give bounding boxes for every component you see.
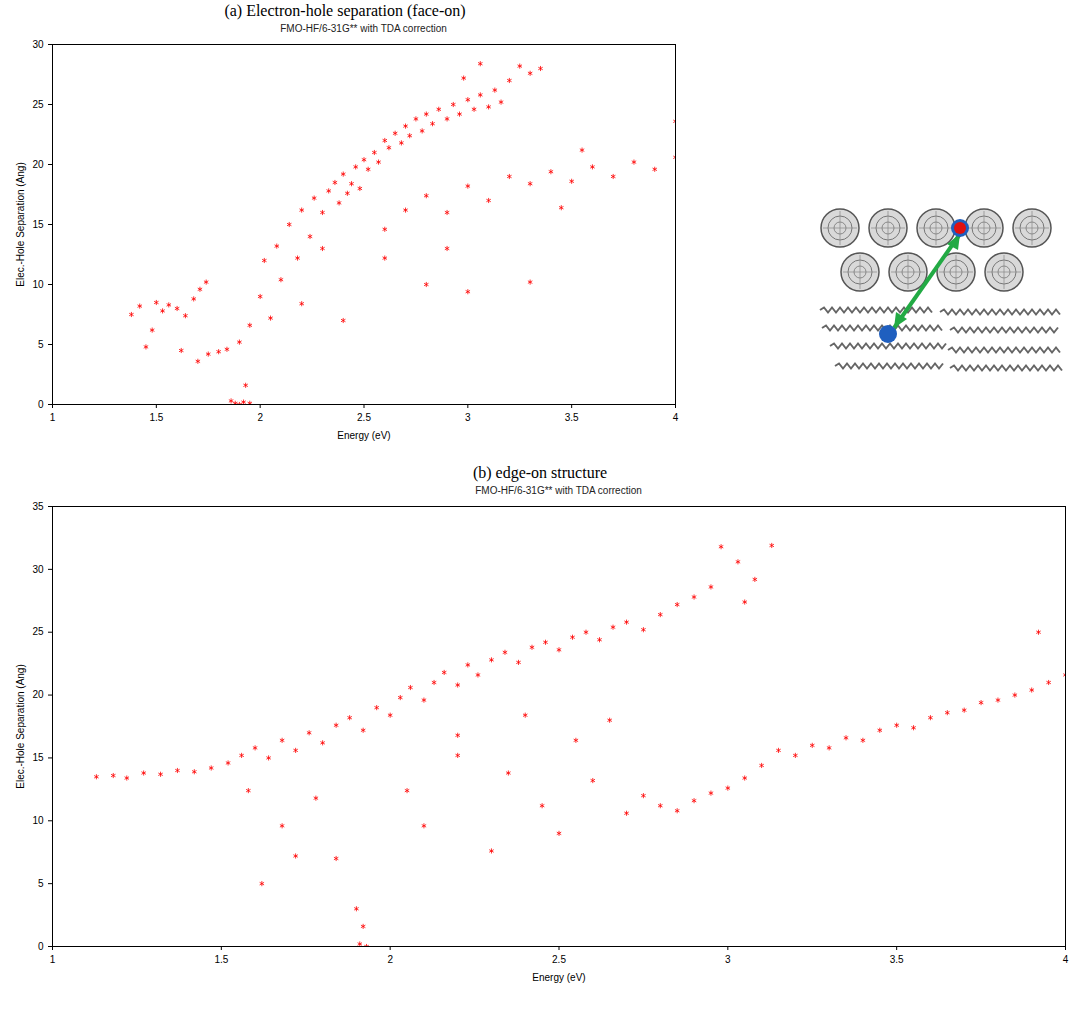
svg-text:35: 35 xyxy=(32,501,44,512)
svg-text:Energy (eV): Energy (eV) xyxy=(337,430,390,441)
html-text:(b) edge-on structure: (b) edge-on structure xyxy=(472,464,608,481)
svg-text:Elec.-Hole Separation (Ang): Elec.-Hole Separation (Ang) xyxy=(15,162,26,287)
svg-text:0: 0 xyxy=(38,399,44,410)
svg-text:15: 15 xyxy=(32,219,44,230)
svg-text:2: 2 xyxy=(387,954,393,965)
svg-text:25: 25 xyxy=(32,99,44,110)
svg-text:20: 20 xyxy=(32,159,44,170)
svg-text:1: 1 xyxy=(50,412,56,423)
svg-text:30: 30 xyxy=(32,39,44,50)
svg-text:5: 5 xyxy=(38,878,44,889)
html-text:FMO-HF/6-31G** with TDA correc: FMO-HF/6-31G** with TDA correction xyxy=(475,485,642,496)
svg-text:1.5: 1.5 xyxy=(149,412,163,423)
html-text:(a) Electron-hole separation (: (a) Electron-hole separation (face-on) xyxy=(224,2,466,19)
svg-text:0: 0 xyxy=(38,941,44,952)
svg-text:1: 1 xyxy=(50,954,56,965)
svg-text:4: 4 xyxy=(1063,954,1069,965)
svg-text:3.5: 3.5 xyxy=(565,412,579,423)
svg-text:30: 30 xyxy=(32,564,44,575)
svg-text:4: 4 xyxy=(673,412,679,423)
svg-text:25: 25 xyxy=(32,626,44,637)
svg-text:2.5: 2.5 xyxy=(357,412,371,423)
svg-text:3: 3 xyxy=(465,412,471,423)
svg-text:5: 5 xyxy=(38,339,44,350)
svg-text:10: 10 xyxy=(32,815,44,826)
svg-text:3: 3 xyxy=(725,954,731,965)
svg-text:2.5: 2.5 xyxy=(552,954,566,965)
html-text:FMO-HF/6-31G** with TDA correc: FMO-HF/6-31G** with TDA correction xyxy=(280,23,447,34)
svg-text:2: 2 xyxy=(257,412,263,423)
svg-text:15: 15 xyxy=(32,752,44,763)
svg-text:20: 20 xyxy=(32,689,44,700)
svg-text:1.5: 1.5 xyxy=(214,954,228,965)
svg-text:Energy (eV): Energy (eV) xyxy=(532,972,585,983)
svg-text:10: 10 xyxy=(32,279,44,290)
svg-text:3.5: 3.5 xyxy=(890,954,904,965)
svg-text:Elec.-Hole Separation (Ang): Elec.-Hole Separation (Ang) xyxy=(15,664,26,789)
